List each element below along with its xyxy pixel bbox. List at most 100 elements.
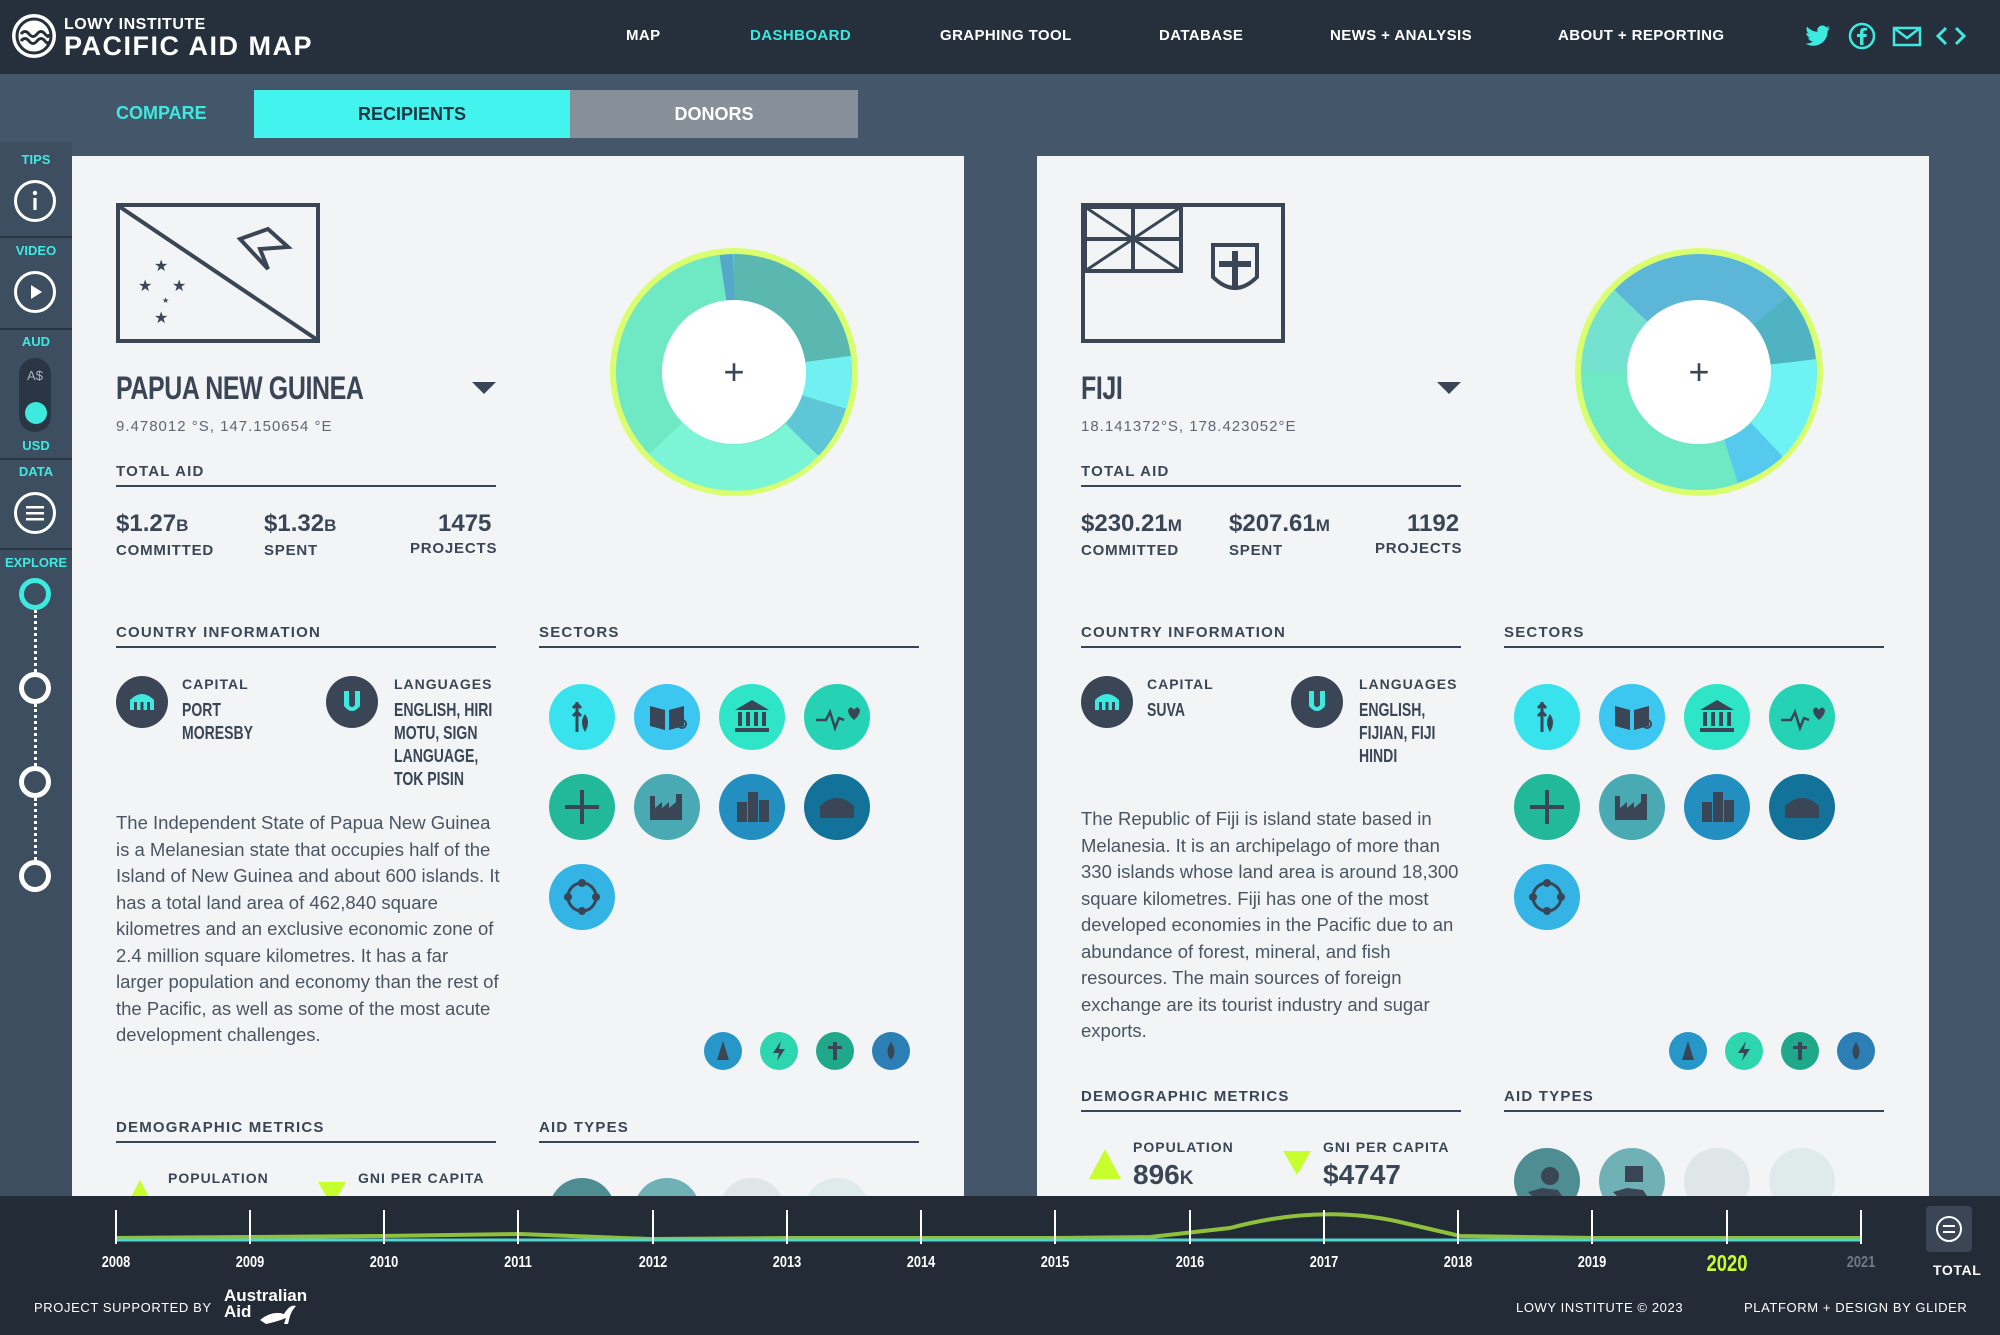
sector-other-icon[interactable] xyxy=(1769,774,1835,840)
donut-plus-icon[interactable]: + xyxy=(723,351,744,392)
australian-aid-logo[interactable]: Australian Aid xyxy=(224,1287,307,1321)
tab-recipients[interactable]: RECIPIENTS xyxy=(254,90,570,138)
aid-donut-chart[interactable]: + xyxy=(1571,244,1827,500)
aid-type-other-icon[interactable] xyxy=(1769,1148,1835,1196)
divider xyxy=(116,646,496,648)
timeline-tick xyxy=(1860,1210,1862,1244)
credit-link[interactable]: PLATFORM + DESIGN BY GLIDER xyxy=(1744,1300,1968,1315)
sector-small-tourism-icon[interactable] xyxy=(1781,1032,1819,1070)
year-2008[interactable]: 2008 xyxy=(101,1254,131,1271)
sector-agriculture-icon[interactable] xyxy=(549,684,615,750)
sector-small-forest-icon[interactable] xyxy=(704,1032,742,1070)
year-2009[interactable]: 2009 xyxy=(235,1254,265,1271)
nav-about-reporting[interactable]: ABOUT + REPORTING xyxy=(1558,27,1725,44)
languages-value: ENGLISH, HIRI MOTU, SIGN LANGUAGE, TOK P… xyxy=(394,700,493,789)
committed-label: COMMITTED xyxy=(1081,542,1180,559)
sector-health-icon[interactable] xyxy=(804,684,870,750)
sector-governance-icon[interactable] xyxy=(1684,684,1750,750)
year-2013[interactable]: 2013 xyxy=(772,1254,802,1271)
sector-humanitarian-icon[interactable] xyxy=(1514,774,1580,840)
year-2012[interactable]: 2012 xyxy=(638,1254,668,1271)
chevron-down-icon[interactable] xyxy=(472,382,496,394)
svg-text:★: ★ xyxy=(138,276,152,295)
year-2017[interactable]: 2017 xyxy=(1309,1254,1339,1271)
explore-connector xyxy=(34,610,37,672)
sector-small-forest-icon[interactable] xyxy=(1669,1032,1707,1070)
gni-label: GNI PER CAPITA xyxy=(1323,1139,1450,1155)
sector-transport-icon[interactable] xyxy=(549,864,615,930)
sector-transport-icon[interactable] xyxy=(1514,864,1580,930)
year-2016[interactable]: 2016 xyxy=(1175,1254,1205,1271)
lowy-logo-icon[interactable] xyxy=(12,14,56,58)
australian-aid-text: Aid xyxy=(224,1302,252,1321)
sector-small-tourism-icon[interactable] xyxy=(816,1032,854,1070)
nav-news-analysis[interactable]: NEWS + ANALYSIS xyxy=(1330,27,1473,44)
aid-type-other-icon[interactable] xyxy=(1684,1148,1750,1196)
sector-small-energy-icon[interactable] xyxy=(1725,1032,1763,1070)
languages-icon xyxy=(1291,676,1343,728)
brand-title[interactable]: PACIFIC AID MAP xyxy=(64,31,313,61)
donut-plus-icon[interactable]: + xyxy=(1688,351,1709,392)
year-2020[interactable]: 2020 xyxy=(1706,1250,1748,1276)
year-2014[interactable]: 2014 xyxy=(906,1254,936,1271)
sector-industry-icon[interactable] xyxy=(634,774,700,840)
chevron-down-icon[interactable] xyxy=(1437,382,1461,394)
data-button[interactable] xyxy=(14,492,56,534)
nav-database[interactable]: DATABASE xyxy=(1159,27,1244,44)
aid-type-grant-icon[interactable] xyxy=(1514,1148,1580,1196)
sector-other-icon[interactable] xyxy=(804,774,870,840)
currency-toggle[interactable]: A$ xyxy=(19,358,51,432)
sector-infrastructure-icon[interactable] xyxy=(1684,774,1750,840)
aid-type-grant-icon[interactable] xyxy=(549,1178,615,1196)
tab-donors[interactable]: DONORS xyxy=(570,90,858,138)
sector-governance-icon[interactable] xyxy=(719,684,785,750)
nav-map[interactable]: MAP xyxy=(626,27,661,44)
sector-agriculture-icon[interactable] xyxy=(1514,684,1580,750)
toggle-knob[interactable] xyxy=(25,402,47,424)
video-button[interactable] xyxy=(14,271,56,313)
country-description: The Republic of Fiji is island state bas… xyxy=(1081,808,1459,1041)
total-button[interactable] xyxy=(1926,1206,1972,1252)
sector-industry-icon[interactable] xyxy=(1599,774,1665,840)
sector-education-icon[interactable] xyxy=(634,684,700,750)
aid-type-loan-icon[interactable] xyxy=(634,1178,700,1196)
demographic-metrics-heading: DEMOGRAPHIC METRICS xyxy=(116,1119,325,1136)
year-2011[interactable]: 2011 xyxy=(504,1254,532,1271)
sector-education-icon[interactable] xyxy=(1599,684,1665,750)
explore-step-2[interactable] xyxy=(19,672,51,704)
aid-type-other-icon[interactable] xyxy=(719,1178,785,1196)
facebook-icon[interactable] xyxy=(1848,22,1876,50)
year-2015[interactable]: 2015 xyxy=(1040,1254,1070,1271)
sector-small-water-icon[interactable] xyxy=(872,1032,910,1070)
spent-amount: $207.61 xyxy=(1229,510,1316,537)
sector-small-water-icon[interactable] xyxy=(1837,1032,1875,1070)
aid-donut-chart[interactable]: + xyxy=(606,244,862,500)
sector-infrastructure-icon[interactable] xyxy=(719,774,785,840)
sectors-heading: SECTORS xyxy=(1504,624,1585,641)
tips-button[interactable] xyxy=(14,180,56,222)
embed-icon[interactable] xyxy=(1936,22,1966,50)
nav-graphing-tool[interactable]: GRAPHING TOOL xyxy=(940,27,1072,44)
projects-label: PROJECTS xyxy=(1375,540,1463,557)
spent-label: SPENT xyxy=(1229,542,1284,559)
total-label[interactable]: TOTAL xyxy=(1933,1262,1982,1278)
year-2018[interactable]: 2018 xyxy=(1443,1254,1473,1271)
divider xyxy=(116,485,496,487)
year-2010[interactable]: 2010 xyxy=(369,1254,399,1271)
sector-health-icon[interactable] xyxy=(1769,684,1835,750)
explore-step-4[interactable] xyxy=(19,860,51,892)
nav-dashboard[interactable]: DASHBOARD xyxy=(750,27,852,44)
twitter-icon[interactable] xyxy=(1804,22,1832,50)
aid-type-other-icon[interactable] xyxy=(804,1178,870,1196)
year-2021[interactable]: 2021 xyxy=(1846,1254,1876,1271)
divider xyxy=(539,646,919,648)
compare-link[interactable]: COMPARE xyxy=(116,103,207,123)
sector-humanitarian-icon[interactable] xyxy=(549,774,615,840)
mail-icon[interactable] xyxy=(1892,22,1922,50)
year-2019[interactable]: 2019 xyxy=(1577,1254,1607,1271)
explore-step-3[interactable] xyxy=(19,766,51,798)
aid-type-loan-icon[interactable] xyxy=(1599,1148,1665,1196)
divider xyxy=(1081,1110,1461,1112)
explore-step-1[interactable] xyxy=(19,578,51,610)
sector-small-energy-icon[interactable] xyxy=(760,1032,798,1070)
